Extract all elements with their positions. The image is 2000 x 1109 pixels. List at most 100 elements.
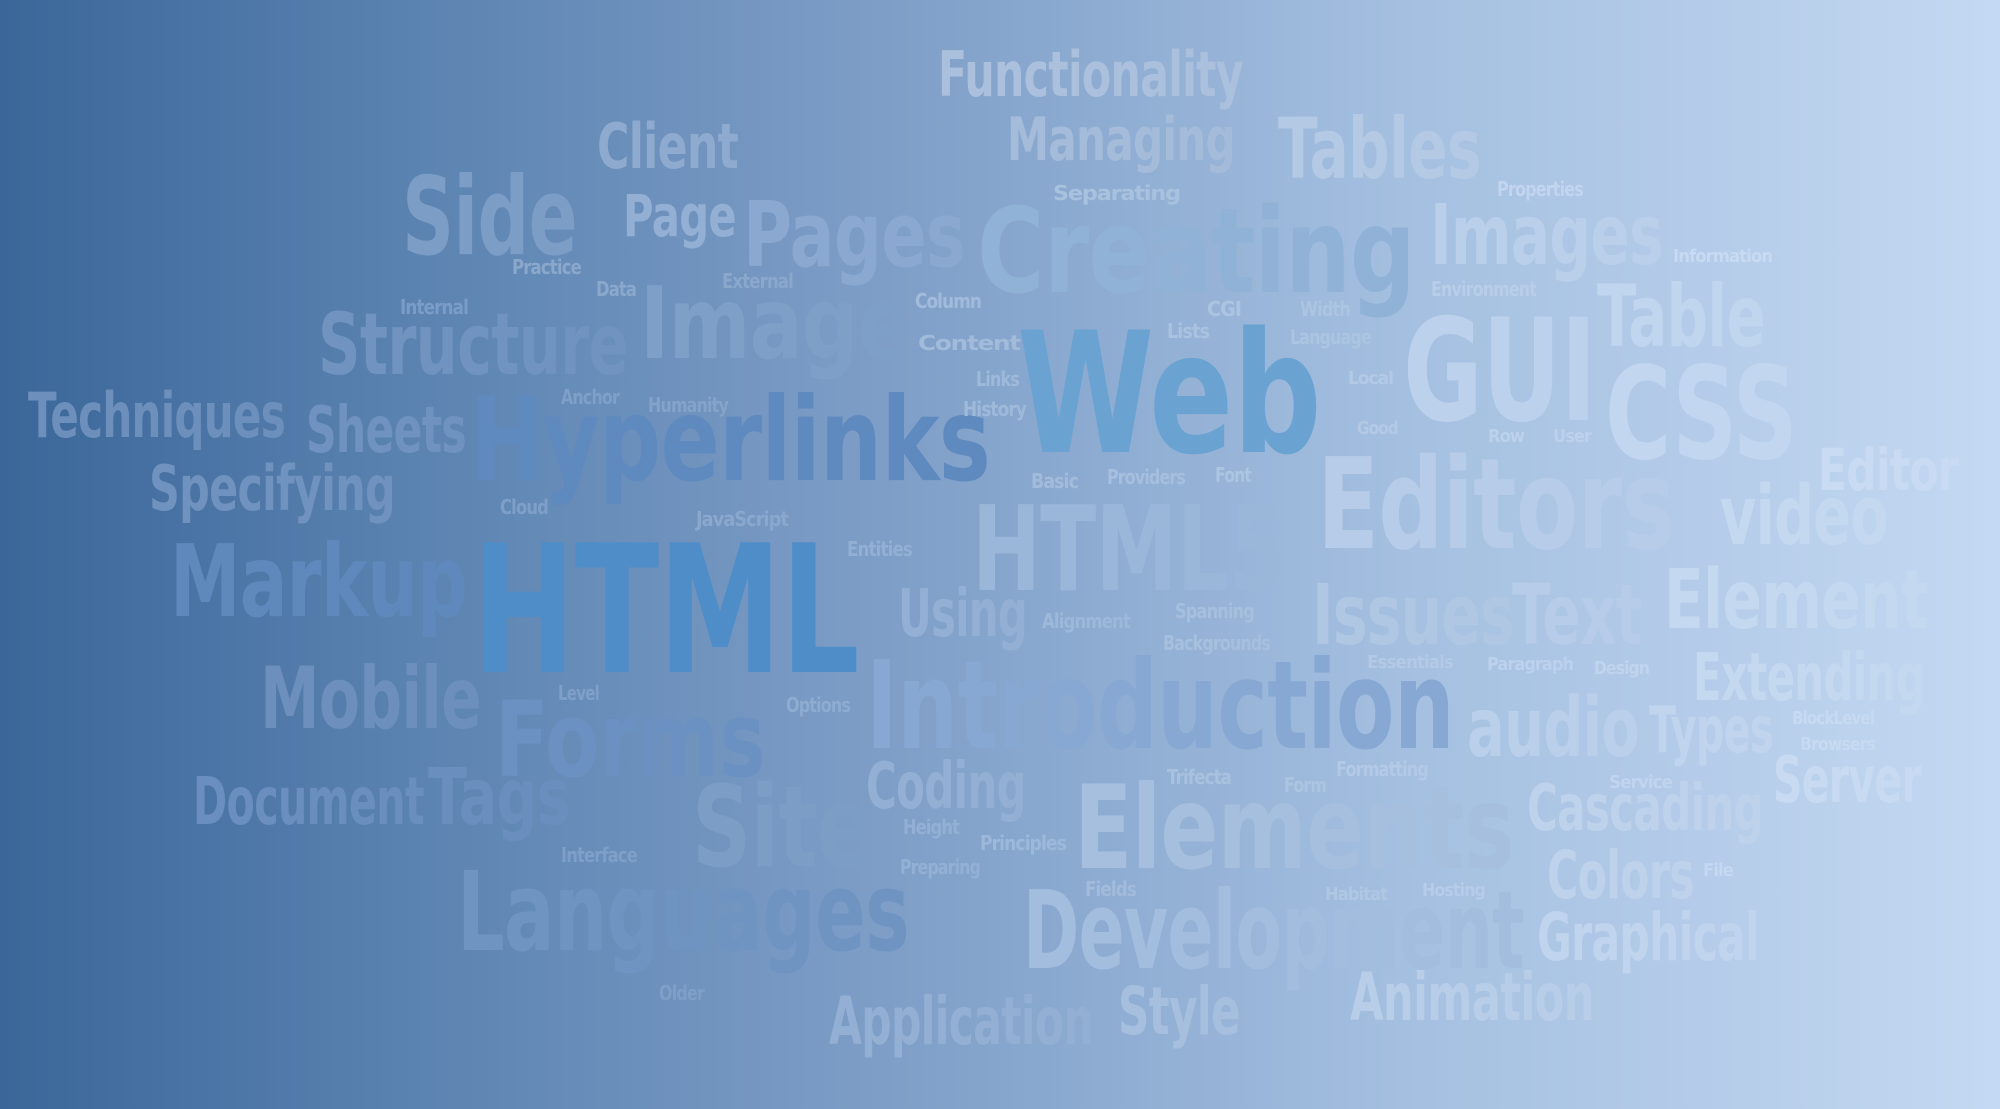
word-browsers: Browsers [1800, 734, 1875, 755]
word-formatting: Formatting [1336, 757, 1428, 781]
word-functionality: Functionality [938, 38, 1243, 111]
word-server: Server [1773, 744, 1922, 818]
word-basic: Basic [1031, 469, 1078, 493]
word-essentials: Essentials [1367, 652, 1453, 673]
word-paragraph: Paragraph [1487, 654, 1573, 675]
word-height: Height [903, 815, 960, 839]
word-principles: Principles [980, 831, 1066, 855]
word-colors: Colors [1547, 837, 1694, 914]
word-file: File [1703, 860, 1734, 881]
word-column: Column [915, 289, 981, 313]
word-languages: Languages [457, 848, 909, 976]
word-client: Client [597, 110, 738, 183]
word-hyperlinks: Hyperlinks [470, 373, 990, 508]
word-hosting: Hosting [1422, 880, 1485, 901]
word-level: Level [558, 681, 599, 705]
word-images: Images [1430, 186, 1663, 284]
word-html: HTML [472, 507, 859, 714]
word-spanning: Spanning [1175, 599, 1254, 623]
word-using: Using [898, 575, 1027, 652]
word-fields: Fields [1085, 877, 1136, 901]
word-css: CSS [1605, 340, 1797, 489]
word-techniques: Techniques [28, 379, 285, 452]
word-tables: Tables [1278, 100, 1481, 198]
word-image: Image [640, 265, 910, 382]
word-creating: Creating [977, 182, 1415, 320]
word-editors: Editors [1317, 431, 1675, 578]
word-types: Types [1649, 694, 1773, 768]
word-pages: Pages [743, 183, 965, 288]
word-issues: Issues [1312, 566, 1514, 664]
word-design: Design [1594, 658, 1649, 679]
word-forms: Forms [495, 679, 765, 801]
word-user: User [1553, 426, 1592, 447]
word-graphical: Graphical [1537, 899, 1759, 976]
word-html5: HTML5 [972, 480, 1285, 618]
word-gui: GUI [1403, 289, 1596, 454]
word-coding: Coding [866, 750, 1026, 824]
word-good: Good [1357, 418, 1398, 439]
word-tags: Tags [428, 753, 570, 843]
word-animation: Animation [1350, 959, 1594, 1036]
word-style: Style [1118, 973, 1240, 1050]
word-audio: audio [1467, 681, 1639, 776]
word-managing: Managing [1007, 105, 1235, 175]
word-humanity: Humanity [648, 393, 729, 417]
word-development: Development [1023, 869, 1524, 994]
word-form: Form [1284, 773, 1326, 797]
word-content: Content [918, 331, 1022, 355]
word-markup: Markup [170, 523, 467, 640]
word-application: Application [829, 983, 1093, 1060]
word-environment: Environment [1431, 277, 1537, 301]
word-information: Information [1673, 246, 1772, 267]
word-trifecta: Trifecta [1167, 765, 1231, 789]
word-elements: Elements [1074, 761, 1514, 896]
word-preparing: Preparing [900, 855, 980, 879]
word-row: Row [1488, 426, 1524, 447]
word-cgi: CGI [1207, 297, 1241, 321]
word-service: Service [1609, 772, 1673, 793]
word-older: Older [659, 981, 705, 1005]
word-habitat: Habitat [1325, 884, 1388, 905]
word-site: Site [692, 763, 872, 893]
word-table: Table [1597, 267, 1765, 367]
word-mobile: Mobile [260, 649, 481, 749]
word-options: Options [786, 693, 850, 717]
word-editor: Editor [1818, 436, 1959, 504]
word-cascading: Cascading [1527, 772, 1763, 846]
word-data: Data [596, 277, 636, 301]
word-text: Text [1512, 566, 1642, 664]
word-interface: Interface [561, 843, 637, 867]
word-separating: Separating [1053, 181, 1180, 205]
word-external: External [722, 269, 793, 293]
word-local: Local [1348, 368, 1393, 389]
word-cloud: Cloud [500, 495, 548, 519]
word-alignment: Alignment [1042, 609, 1131, 633]
word-language: Language [1290, 325, 1371, 349]
word-practice: Practice [512, 255, 581, 279]
word-blocklevel: BlockLevel [1792, 708, 1874, 729]
word-element: Element [1664, 553, 1928, 648]
word-video: video [1720, 469, 1888, 564]
word-document: Document [193, 763, 424, 840]
word-entities: Entities [847, 537, 912, 561]
word-font: Font [1215, 463, 1252, 487]
word-extending: Extending [1693, 639, 1925, 716]
word-structure: Structure [318, 295, 628, 395]
word-lists: Lists [1167, 319, 1209, 343]
word-links: Links [976, 367, 1019, 391]
word-javascript: JavaScript [694, 507, 789, 531]
word-internal: Internal [400, 295, 468, 319]
word-width: Width [1300, 297, 1350, 321]
word-specifying: Specifying [149, 452, 395, 525]
word-web: Web [1017, 296, 1321, 492]
word-introduction: Introduction [866, 635, 1454, 777]
word-properties: Properties [1497, 177, 1583, 201]
word-history: History [963, 397, 1027, 421]
word-anchor: Anchor [561, 385, 620, 409]
word-page: Page [623, 182, 736, 250]
word-providers: Providers [1107, 465, 1185, 489]
word-sheets: Sheets [306, 394, 466, 468]
